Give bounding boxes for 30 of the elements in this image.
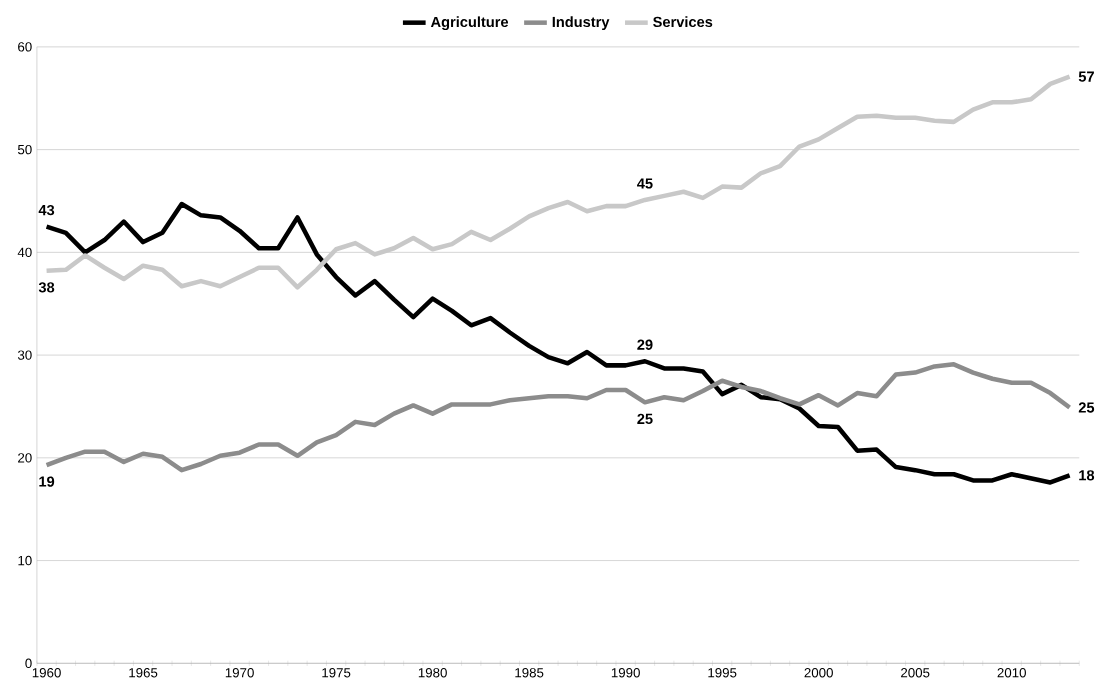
- y-tick-label: 30: [17, 350, 32, 360]
- x-tick-label: 1980: [418, 667, 447, 678]
- data-label: 45: [637, 178, 653, 189]
- y-tick-label: 40: [17, 247, 32, 257]
- data-label: 38: [38, 282, 55, 293]
- legend-label: Agriculture: [430, 16, 509, 30]
- y-tick-label: 10: [18, 555, 32, 566]
- x-tick-label: 1970: [225, 667, 254, 678]
- x-tick-label: 1960: [32, 667, 61, 678]
- data-label: 25: [1078, 402, 1095, 413]
- data-label: 18: [1079, 470, 1095, 481]
- data-label: 29: [637, 339, 653, 350]
- y-tick-label: 50: [17, 144, 32, 155]
- x-tick-label: 2005: [901, 667, 930, 678]
- legend-label: Industry: [552, 16, 610, 30]
- data-label: 43: [38, 204, 55, 216]
- legend-label: Services: [653, 16, 713, 27]
- data-label: 57: [1078, 71, 1094, 82]
- data-label: 25: [637, 413, 653, 424]
- x-tick-label: 1975: [322, 667, 351, 678]
- y-tick-label: 60: [18, 42, 32, 52]
- x-tick-label: 2000: [804, 667, 833, 678]
- x-tick-label: 1990: [611, 667, 640, 678]
- x-tick-label: 1965: [129, 667, 158, 678]
- x-tick-label: 1985: [515, 667, 544, 678]
- x-tick-label: 2010: [997, 667, 1026, 678]
- data-label: 19: [39, 476, 55, 487]
- y-tick-label: 0: [25, 658, 32, 668]
- x-tick-label: 1995: [708, 667, 737, 678]
- y-tick-label: 20: [18, 453, 32, 463]
